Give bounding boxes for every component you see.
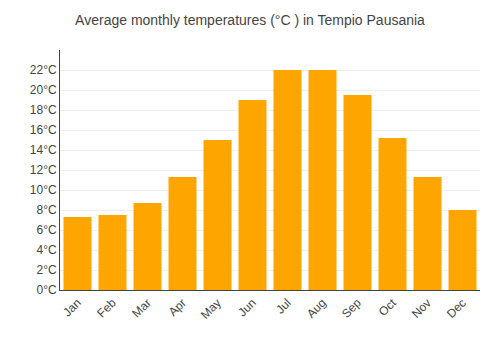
svg-text:0°C: 0°C [36,283,56,297]
svg-text:Jun: Jun [235,296,259,320]
svg-text:Jul: Jul [273,296,294,317]
svg-text:Jan: Jan [60,296,84,320]
svg-text:Apr: Apr [166,296,189,319]
svg-text:2°C: 2°C [36,263,56,277]
svg-text:Nov: Nov [409,296,434,321]
svg-text:Dec: Dec [444,296,469,321]
svg-text:22°C: 22°C [30,63,57,77]
svg-text:May: May [198,296,224,322]
svg-text:10°C: 10°C [30,183,57,197]
svg-text:Aug: Aug [304,296,329,321]
svg-text:Average monthly temperatures (: Average monthly temperatures (°C ) in Te… [75,12,425,28]
svg-text:Feb: Feb [94,296,119,321]
svg-text:14°C: 14°C [30,143,57,157]
svg-text:Oct: Oct [376,295,400,319]
svg-text:18°C: 18°C [30,103,57,117]
svg-text:8°C: 8°C [36,203,56,217]
svg-text:Mar: Mar [129,296,154,321]
svg-text:6°C: 6°C [36,223,56,237]
svg-text:16°C: 16°C [30,123,57,137]
svg-text:20°C: 20°C [30,83,57,97]
svg-text:4°C: 4°C [36,243,56,257]
svg-text:Sep: Sep [339,296,364,321]
svg-text:12°C: 12°C [30,163,57,177]
